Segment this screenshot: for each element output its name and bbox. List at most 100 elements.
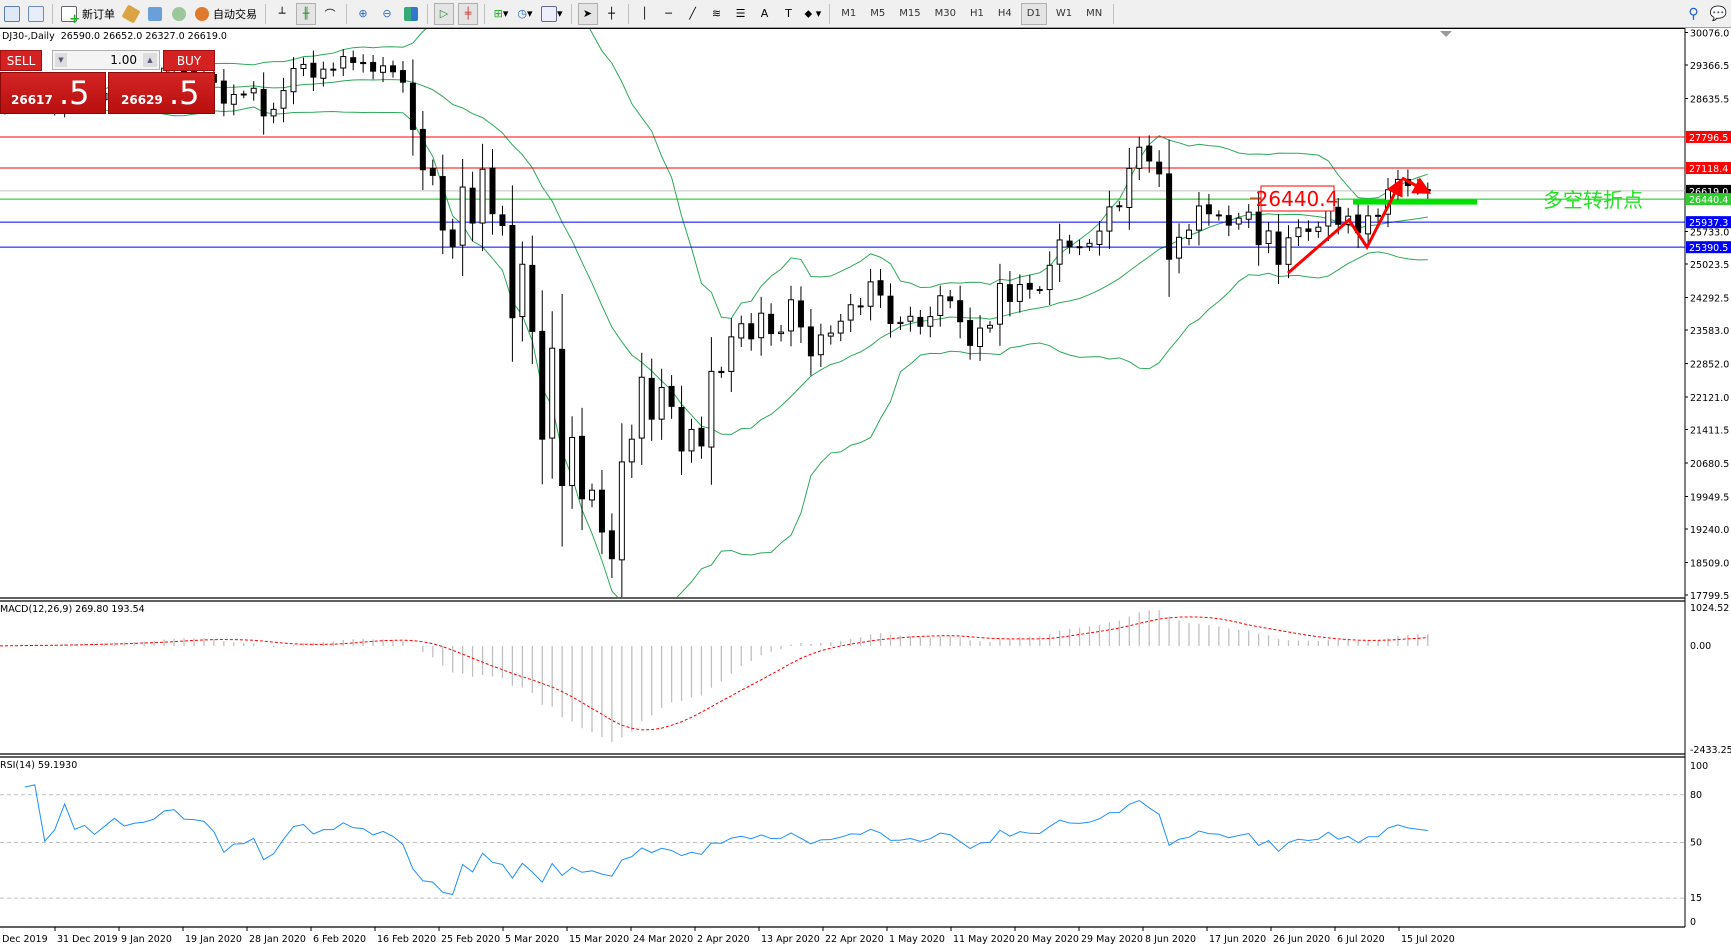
candle-body [1245,211,1252,220]
candle-body [1255,211,1262,246]
candle-body [1285,237,1292,265]
candle [1205,193,1212,226]
buy-button[interactable]: BUY [163,50,215,71]
candle-body [1375,214,1382,217]
text-icon[interactable]: A [760,7,769,20]
timeframe-m1[interactable]: M1 [841,8,857,19]
tile-windows-icon[interactable] [401,3,421,25]
candle-body [439,176,446,231]
candle-body [867,281,874,307]
candle-body [917,316,924,327]
candle [837,313,844,342]
price-tag-bg [1686,193,1731,206]
arrows-icon[interactable]: ⬥ ▾ [804,6,822,20]
candle [1096,220,1103,256]
candle [1265,222,1272,254]
zoom-out-icon[interactable]: ⊖ [382,7,392,20]
candle-body [698,427,705,447]
new-chart-icon[interactable] [2,3,22,25]
chart-shift-icon[interactable]: ╪ [458,2,478,25]
price-tick-label: 17799.5 [1690,591,1729,602]
bar-chart-icon[interactable]: ┴ [278,7,286,20]
fibo-fan-icon[interactable]: ☰ [735,7,746,20]
candle [429,159,436,186]
timeframe-m30[interactable]: M30 [934,8,956,19]
candle [370,55,377,80]
fibonacci-icon[interactable]: ≋ [711,7,722,20]
candle [797,286,804,343]
candle [638,352,645,465]
auto-trading-button[interactable]: 自动交易 [193,3,259,25]
timeframe-h4[interactable]: H4 [997,8,1012,19]
candle-body [1096,230,1103,245]
candle-body [977,327,984,347]
trendline-icon[interactable]: ╱ [689,7,696,20]
indicators-icon[interactable]: ⊞ ▾ [493,7,509,20]
red-down-arrow [1401,176,1432,194]
templates-icon[interactable]: ▾ [539,3,565,25]
signals-icon[interactable] [169,3,189,25]
candle-body [996,283,1003,325]
price-tick-label: 30076.0 [1690,29,1729,40]
timeframe-w1[interactable]: W1 [1055,8,1073,19]
candle-body [1265,230,1272,244]
candle-body [987,324,993,329]
zoom-in-icon[interactable]: ⊕ [358,7,368,20]
candle [1166,139,1173,297]
horizontal-line-icon[interactable]: ─ [665,7,672,20]
sell-price-button[interactable]: 26617 .5 [0,72,106,114]
sell-price-frac: .5 [59,74,90,112]
navigator-icon[interactable] [145,3,165,25]
crosshair-icon[interactable]: ┼ [608,7,615,20]
lots-decrease-icon[interactable]: ▼ [55,53,67,67]
candle [419,110,426,191]
candle [300,57,307,77]
candle-body [758,312,765,339]
timeframe-m15[interactable]: M15 [899,8,921,19]
candle [1245,204,1252,229]
macd-tick-label: 0.00 [1690,641,1711,652]
candle-body [608,530,615,560]
vertical-line-icon[interactable]: │ [641,7,648,20]
autoscroll-icon[interactable]: ▷ [434,2,454,25]
candle-body [380,65,387,73]
new-order-button[interactable]: + 新订单 [59,3,117,26]
candle-body [589,489,595,501]
candle [1116,201,1123,212]
candle-body [1126,167,1133,208]
candle-body [469,187,476,224]
timeframe-m5[interactable]: M5 [870,8,886,19]
candle [608,513,615,578]
search-icon[interactable]: ⚲ [1688,5,1699,22]
timeframe-h1[interactable]: H1 [969,8,984,19]
buy-price-button[interactable]: 26629 .5 [108,72,215,114]
candle-body [270,108,277,117]
timeframe-d1[interactable]: D1 [1020,2,1047,25]
candle-body [240,93,247,96]
lots-input[interactable]: 1.00 [110,53,137,67]
candle-body [1046,264,1053,291]
candle-body [1225,215,1232,226]
candle [1195,192,1202,246]
new-order-icon: + [61,5,80,26]
periods-icon[interactable]: ◷ ▾ [517,7,533,20]
candle [1046,251,1053,305]
rsi-tick-label: 15 [1690,893,1702,904]
candle-body [807,326,814,357]
timeframe-mn[interactable]: MN [1086,8,1103,19]
text-label-icon[interactable]: T [785,7,792,20]
zoom-chart-icon[interactable] [26,3,46,25]
line-chart-icon[interactable]: ⌒ [324,7,336,21]
bollinger-middle-line [44,79,1428,435]
lots-stepper[interactable]: ▼ 1.00 ▲ [52,50,160,70]
lots-increase-icon[interactable]: ▲ [143,53,157,67]
chat-icon[interactable]: 💬 [1709,5,1727,22]
candle [618,423,625,597]
candle [449,218,456,259]
price-tick-label: 24292.5 [1690,293,1729,304]
candlestick-icon[interactable]: ╫ [296,2,316,25]
cursor-icon[interactable]: ➤ [577,2,598,25]
candle [409,59,416,156]
sell-button[interactable]: SELL [0,50,42,71]
